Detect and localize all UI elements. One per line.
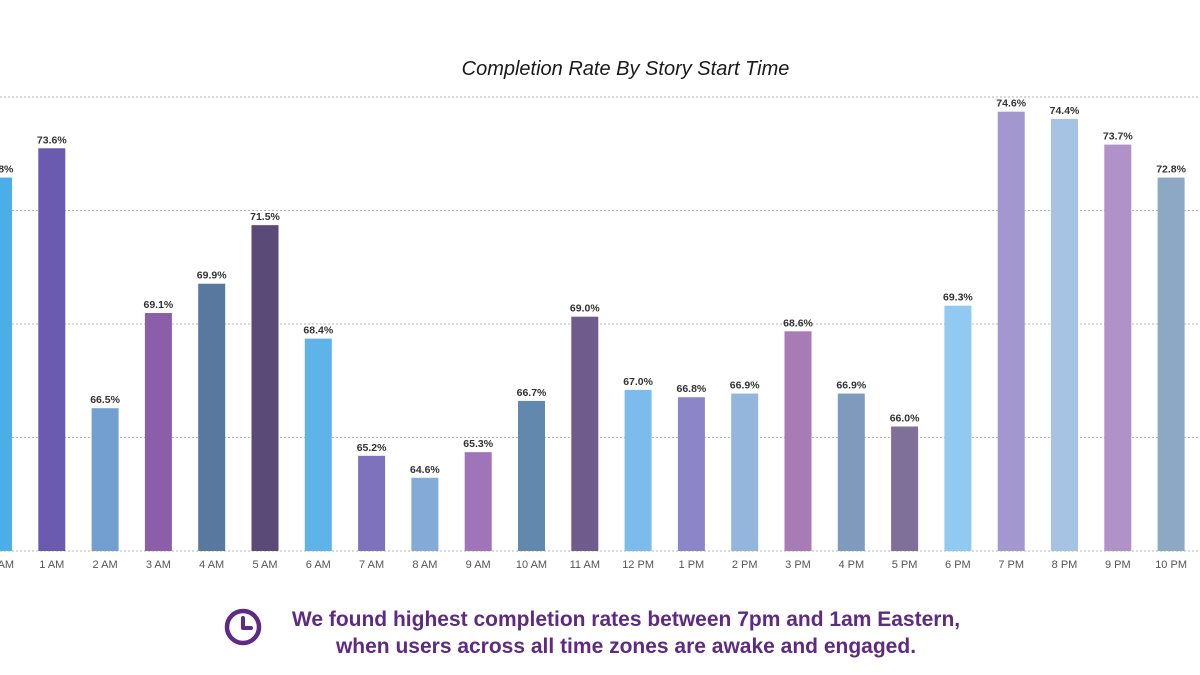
bar <box>571 316 599 551</box>
data-label: 64.6% <box>410 464 440 476</box>
bar <box>1051 118 1078 551</box>
x-tick-label: 3 AM <box>146 559 171 571</box>
data-label: 68.4% <box>303 325 333 337</box>
callout-line-2: when users across all time zones are awa… <box>335 635 917 658</box>
data-label: 73.6% <box>37 134 67 146</box>
data-label: 66.9% <box>730 380 760 392</box>
callout-line-1: We found highest completion rates betwee… <box>291 608 961 631</box>
bar <box>997 111 1025 551</box>
x-tick-label: 5 AM <box>252 559 277 571</box>
data-label: 67.0% <box>623 376 653 388</box>
x-tick-label: 7 PM <box>998 559 1024 571</box>
x-axis-ticks: 12 AM 1 AM 2 AM 3 AM 4 AM 5 AM 6 AM 7 AM 8 AM 9 A… <box>0 559 1187 571</box>
bar <box>624 389 652 551</box>
bar <box>518 400 545 551</box>
bar <box>891 426 919 551</box>
x-tick-label: 4 PM <box>838 559 864 571</box>
data-label: 72.8% <box>1156 164 1186 176</box>
x-tick-label: 10 PM <box>1155 559 1187 571</box>
data-label: 69.3% <box>943 292 973 304</box>
data-label: 69.9% <box>197 270 227 282</box>
bar <box>38 148 66 552</box>
x-tick-label: 6 AM <box>306 559 331 571</box>
insight-callout: We found highest completion rates betwee… <box>224 606 984 662</box>
x-tick-label: 12 PM <box>622 559 654 571</box>
data-label: 65.2% <box>357 442 387 454</box>
x-tick-label: 8 AM <box>412 559 437 571</box>
data-label: 66.8% <box>677 383 707 395</box>
data-label: 65.3% <box>463 438 493 450</box>
data-label: 73.7% <box>1103 131 1133 143</box>
data-label: 69.0% <box>570 303 600 315</box>
callout-text: We found highest completion rates betwee… <box>268 606 984 660</box>
x-tick-label: 7 AM <box>359 559 384 571</box>
x-tick-label: 5 PM <box>892 559 918 571</box>
x-tick-label: 11 AM <box>570 559 600 571</box>
x-tick-label: 9 AM <box>466 559 491 571</box>
x-tick-label: 8 PM <box>1052 559 1078 571</box>
x-tick-label: 10 AM <box>516 559 547 571</box>
bar <box>677 397 705 551</box>
x-tick-label: 2 AM <box>93 559 118 571</box>
bar <box>1104 144 1132 551</box>
bar <box>0 177 12 551</box>
bar <box>464 452 492 551</box>
x-tick-label: 6 PM <box>945 559 971 571</box>
bar <box>1157 177 1185 551</box>
clock-icon <box>224 608 262 646</box>
bars <box>0 111 1185 552</box>
x-tick-label: 9 PM <box>1105 559 1131 571</box>
data-label: 66.7% <box>517 387 547 399</box>
bar <box>91 408 119 551</box>
bar <box>304 338 332 551</box>
bar-chart: 72.8% 73.6% 66.5% 69.1% 69.9% 71.5% 68.4% 65.2%… <box>0 96 1200 571</box>
bar <box>837 393 865 551</box>
bar <box>731 393 759 551</box>
data-label: 72.8% <box>0 164 14 176</box>
data-label: 71.5% <box>250 211 280 223</box>
data-label: 69.1% <box>144 299 174 311</box>
data-label: 66.5% <box>90 394 120 406</box>
x-tick-label: 12 AM <box>0 559 14 571</box>
data-label: 66.9% <box>836 380 866 392</box>
bar <box>144 313 172 551</box>
bar <box>784 331 812 551</box>
bar <box>411 477 439 551</box>
x-tick-label: 2 PM <box>732 559 758 571</box>
bar <box>944 305 972 551</box>
x-tick-label: 1 PM <box>679 559 705 571</box>
x-tick-label: 1 AM <box>39 559 64 571</box>
x-tick-label: 4 AM <box>199 559 224 571</box>
data-labels: 72.8% 73.6% 66.5% 69.1% 69.9% 71.5% 68.4% 65.2%… <box>0 98 1187 476</box>
bar <box>358 455 386 551</box>
bar <box>198 283 226 551</box>
data-label: 68.6% <box>783 317 813 329</box>
bar <box>251 225 279 552</box>
data-label: 74.4% <box>1050 105 1080 117</box>
data-label: 66.0% <box>890 413 920 425</box>
chart-title: Completion Rate By Story Start Time <box>461 58 790 80</box>
data-label: 74.6% <box>996 98 1026 110</box>
x-tick-label: 3 PM <box>785 559 811 571</box>
